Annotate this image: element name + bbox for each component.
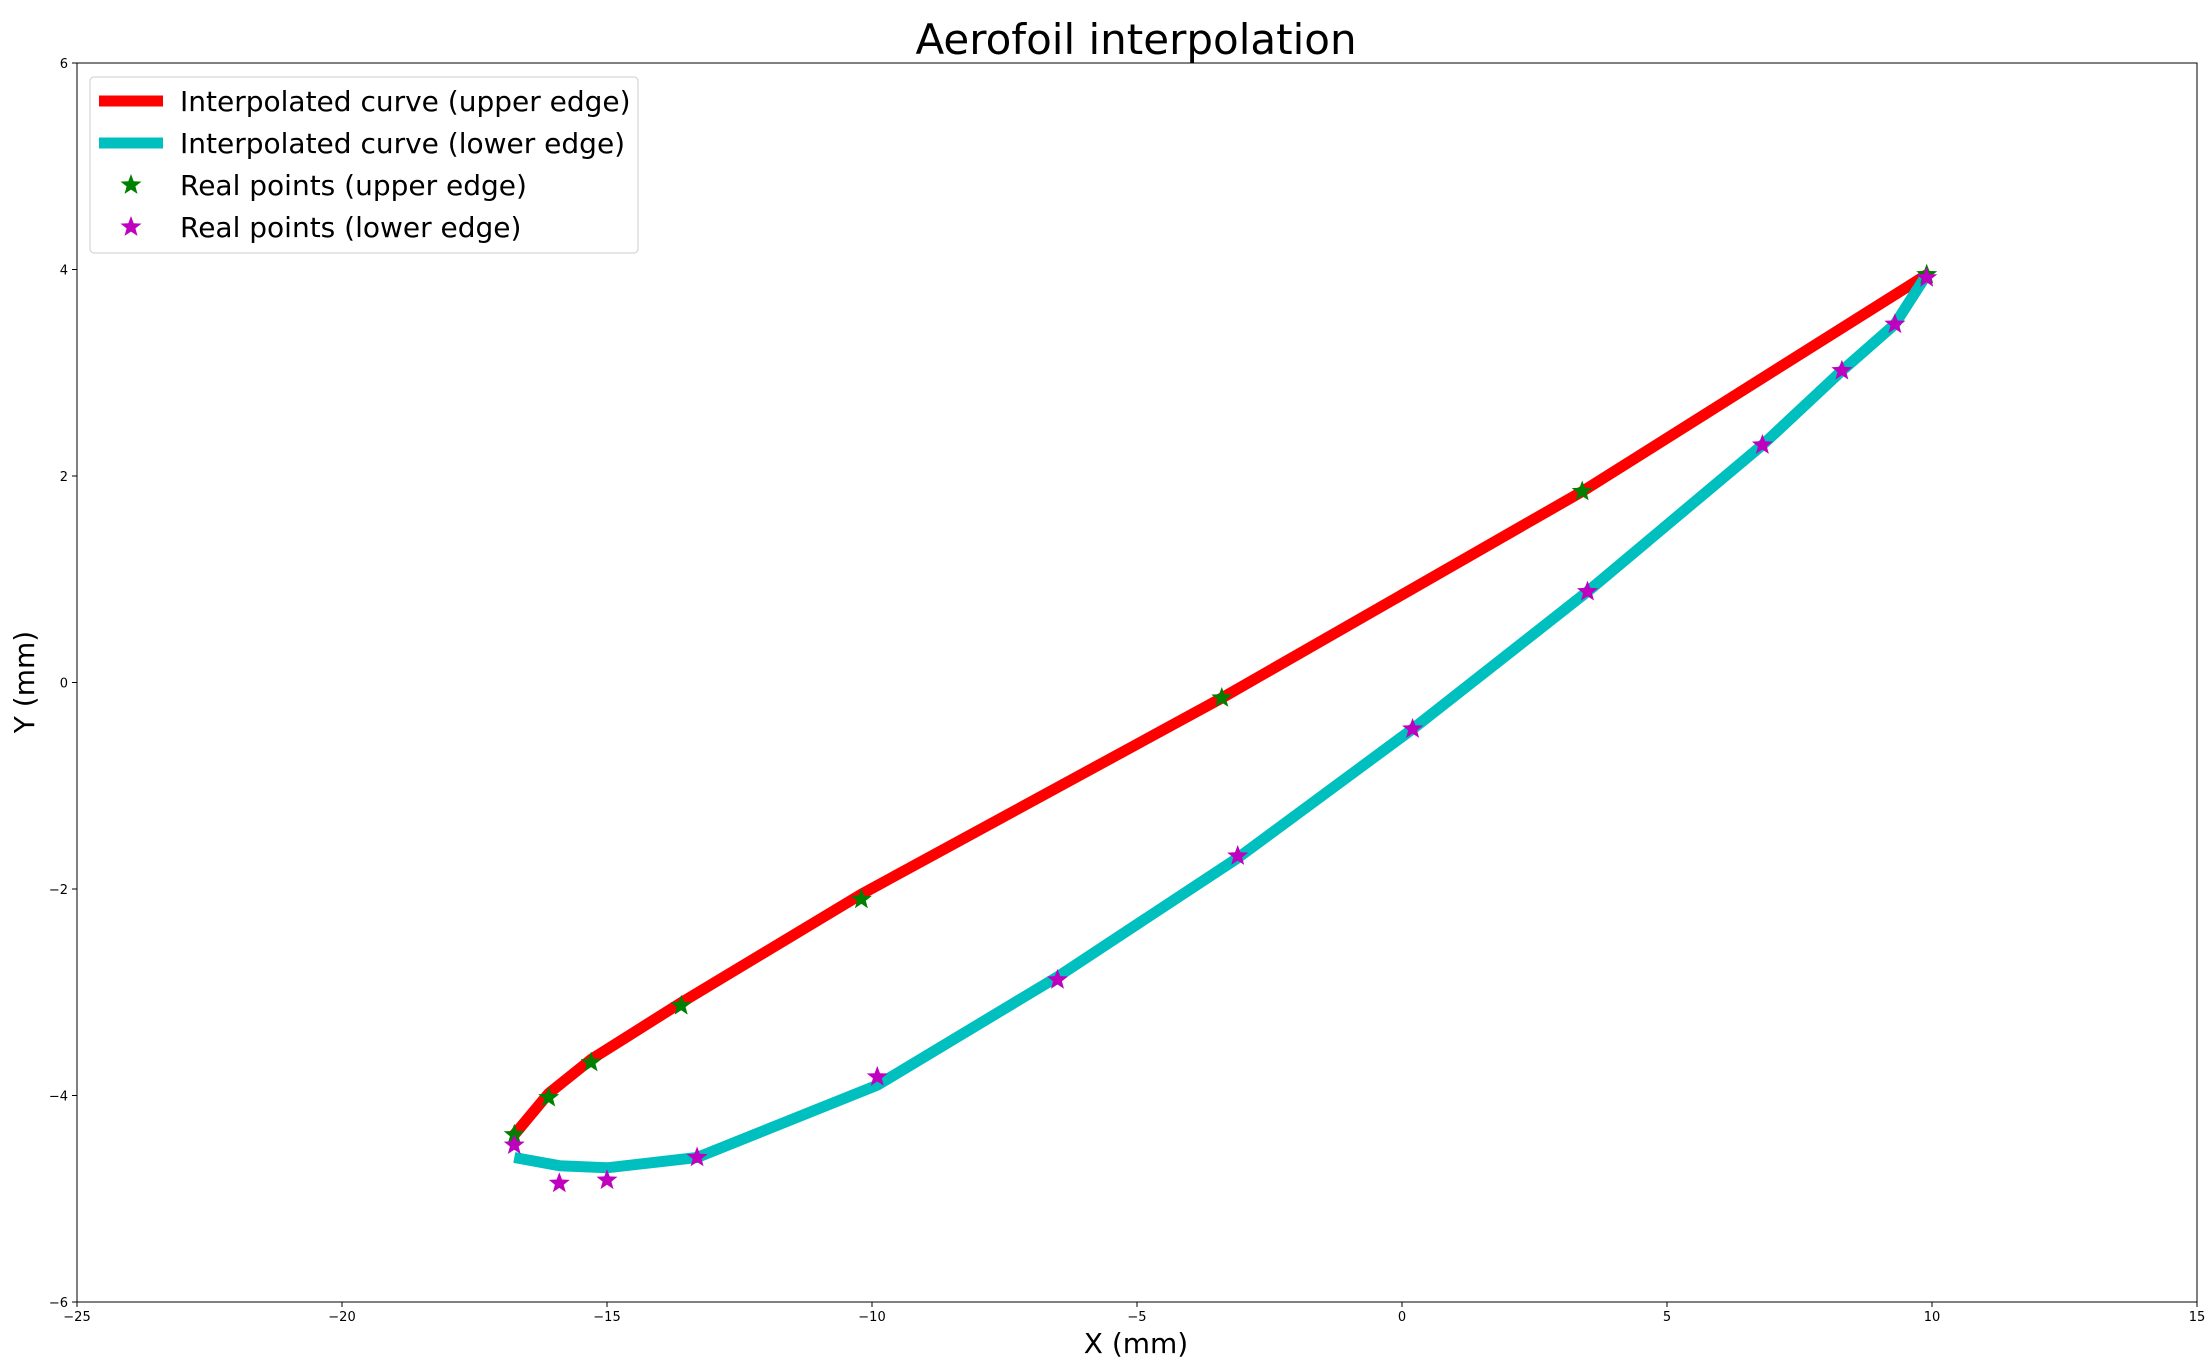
series-2-point	[538, 1086, 560, 1107]
legend-label: Real points (upper edge)	[180, 169, 527, 202]
x-tick-label: 5	[1663, 1310, 1671, 1325]
x-tick-label: 15	[2189, 1310, 2206, 1325]
y-axis-title: Y (mm)	[8, 631, 41, 734]
series-2-point	[1211, 687, 1233, 707]
series-3-point	[503, 1134, 525, 1154]
series-3-point	[1047, 968, 1068, 989]
series-3-point	[686, 1146, 708, 1167]
legend-label: Interpolated curve (lower edge)	[180, 127, 625, 160]
legend: Interpolated curve (upper edge) Interpola…	[89, 76, 639, 254]
chart-title: Aerofoil interpolation	[915, 15, 1356, 64]
x-tick-label: −15	[593, 1310, 620, 1325]
series-2-point	[1571, 480, 1593, 501]
y-tick-label: −2	[49, 883, 68, 898]
x-tick-label: −5	[1127, 1310, 1146, 1325]
legend-box	[89, 76, 639, 254]
series-3-point	[866, 1065, 888, 1086]
y-tick-label: 6	[60, 57, 68, 72]
series-3-point	[1227, 845, 1249, 865]
x-tick-label: 0	[1398, 1310, 1406, 1325]
y-tick-label: 4	[60, 264, 68, 279]
legend-label: Interpolated curve (upper edge)	[180, 85, 631, 118]
x-tick-label: −20	[328, 1310, 355, 1325]
x-tick-label: −10	[858, 1310, 885, 1325]
series-2-point	[503, 1123, 525, 1144]
series-3-point	[1402, 718, 1424, 738]
axes-frame	[76, 62, 2198, 1303]
series-3-point	[548, 1172, 570, 1193]
x-axis-title: X (mm)	[1084, 1327, 1188, 1360]
y-tick-label: 0	[60, 677, 68, 692]
series-3-point	[1884, 313, 1906, 334]
legend-label: Real points (lower edge)	[180, 211, 521, 244]
y-tick-label: −4	[49, 1090, 68, 1105]
x-tick-label: 10	[1924, 1310, 1941, 1325]
series-2-point	[670, 994, 692, 1015]
series-2-point	[850, 888, 872, 909]
legend-star-swatch	[120, 216, 142, 236]
legend-star-swatch	[120, 174, 142, 194]
y-tick-label: −6	[49, 1296, 68, 1311]
x-tick-label: −25	[63, 1310, 90, 1325]
series-3-point	[1751, 434, 1773, 454]
series-line-0	[510, 270, 1930, 1139]
y-tick-label: 2	[60, 470, 68, 485]
series-3-point	[1916, 266, 1938, 287]
series-2-point	[580, 1051, 602, 1072]
series-3-point	[596, 1169, 618, 1190]
series-layer	[503, 263, 1938, 1193]
series-3-point	[1831, 359, 1853, 380]
series-3-point	[1577, 580, 1598, 601]
